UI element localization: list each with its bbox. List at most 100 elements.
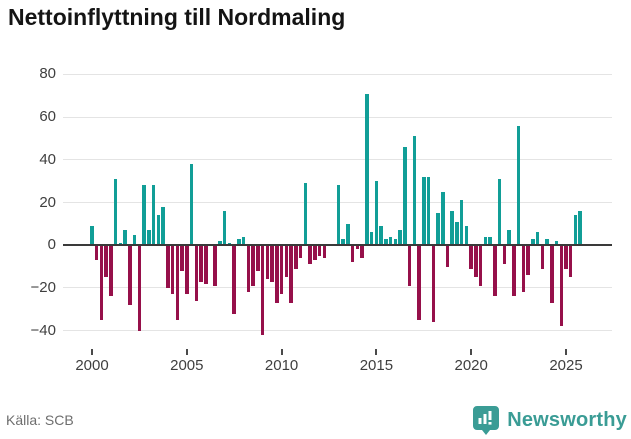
bar bbox=[497, 179, 502, 246]
bar bbox=[180, 245, 184, 271]
bar bbox=[317, 245, 322, 256]
bar bbox=[142, 185, 146, 246]
gridline bbox=[63, 159, 612, 161]
bar bbox=[194, 245, 199, 301]
x-axis-label: 2020 bbox=[454, 357, 488, 374]
y-axis-label: 60 bbox=[39, 108, 56, 126]
bar bbox=[346, 223, 350, 246]
bar bbox=[275, 245, 279, 303]
x-axis-tick bbox=[280, 349, 283, 355]
x-axis-tick bbox=[470, 349, 473, 355]
gridline bbox=[63, 330, 612, 332]
bar bbox=[459, 200, 464, 246]
bar bbox=[568, 245, 573, 278]
bar bbox=[526, 245, 530, 276]
bar bbox=[341, 238, 345, 246]
bar bbox=[94, 245, 99, 261]
bar bbox=[303, 183, 308, 246]
x-axis-label: 2010 bbox=[264, 357, 299, 374]
bar bbox=[161, 206, 165, 246]
bar bbox=[412, 136, 417, 246]
bar bbox=[512, 245, 516, 297]
bar bbox=[308, 245, 312, 265]
bar bbox=[322, 245, 326, 259]
bar bbox=[151, 185, 156, 246]
bar bbox=[573, 215, 578, 246]
zero-axis-line bbox=[63, 244, 612, 247]
bar bbox=[403, 147, 407, 246]
bar bbox=[355, 245, 360, 250]
bar bbox=[213, 245, 217, 286]
y-axis-label: −40 bbox=[30, 321, 56, 339]
x-axis-tick bbox=[565, 349, 567, 355]
bar bbox=[502, 245, 507, 265]
bar bbox=[279, 245, 284, 295]
bar bbox=[507, 230, 511, 246]
bar bbox=[241, 236, 246, 246]
bar bbox=[365, 93, 369, 246]
bar bbox=[218, 240, 222, 246]
bar bbox=[474, 245, 478, 278]
y-axis-label: 20 bbox=[39, 193, 56, 211]
x-axis-tick bbox=[375, 349, 378, 355]
bar bbox=[298, 245, 303, 259]
bar bbox=[436, 213, 440, 246]
bar bbox=[175, 245, 180, 320]
bar bbox=[113, 179, 118, 246]
bar bbox=[256, 245, 260, 271]
x-axis-tick bbox=[91, 349, 93, 355]
bar bbox=[441, 191, 445, 246]
bar bbox=[289, 245, 293, 303]
bar bbox=[270, 245, 274, 282]
bar bbox=[578, 211, 582, 246]
bar bbox=[237, 238, 241, 246]
bar bbox=[426, 176, 431, 246]
bar bbox=[104, 245, 108, 278]
bar bbox=[445, 245, 450, 267]
bar bbox=[99, 245, 104, 320]
bar bbox=[128, 245, 132, 305]
bar bbox=[170, 245, 175, 295]
x-axis-label: 2025 bbox=[549, 357, 583, 374]
x-axis-tick bbox=[185, 349, 188, 355]
bar bbox=[123, 230, 127, 246]
bar bbox=[147, 230, 151, 246]
bar bbox=[246, 245, 251, 293]
source-label: Källa: SCB bbox=[6, 412, 74, 428]
bar bbox=[469, 245, 473, 269]
bar bbox=[422, 176, 426, 246]
bar bbox=[336, 185, 341, 246]
bar bbox=[166, 245, 170, 288]
y-axis-label: 0 bbox=[47, 236, 56, 254]
bar bbox=[189, 164, 194, 246]
gridline bbox=[63, 287, 612, 289]
bar bbox=[313, 245, 317, 261]
bar bbox=[90, 226, 94, 246]
bar bbox=[251, 245, 255, 286]
bar bbox=[564, 245, 568, 269]
bar bbox=[265, 245, 270, 280]
bar bbox=[227, 243, 232, 246]
bar bbox=[478, 245, 483, 286]
bar bbox=[398, 230, 402, 246]
bar bbox=[156, 215, 161, 246]
gridline bbox=[63, 73, 612, 75]
y-axis-label: 40 bbox=[39, 150, 56, 168]
bar bbox=[464, 226, 469, 246]
bar bbox=[109, 245, 113, 297]
bar bbox=[185, 245, 189, 295]
bar bbox=[431, 245, 436, 323]
x-axis-label: 2015 bbox=[359, 357, 394, 374]
bar bbox=[531, 238, 535, 246]
bar bbox=[545, 238, 549, 246]
bar bbox=[284, 245, 289, 278]
chart-title: Nettoinflyttning till Nordmaling bbox=[8, 4, 346, 30]
bar bbox=[384, 238, 388, 246]
gridline bbox=[63, 116, 612, 118]
bar bbox=[450, 211, 454, 246]
newsworthy-logo-icon bbox=[472, 405, 500, 436]
bar bbox=[369, 232, 374, 246]
bar bbox=[455, 221, 459, 246]
bar bbox=[204, 245, 208, 284]
newsworthy-brand-link[interactable]: Newsworthy bbox=[472, 403, 627, 437]
